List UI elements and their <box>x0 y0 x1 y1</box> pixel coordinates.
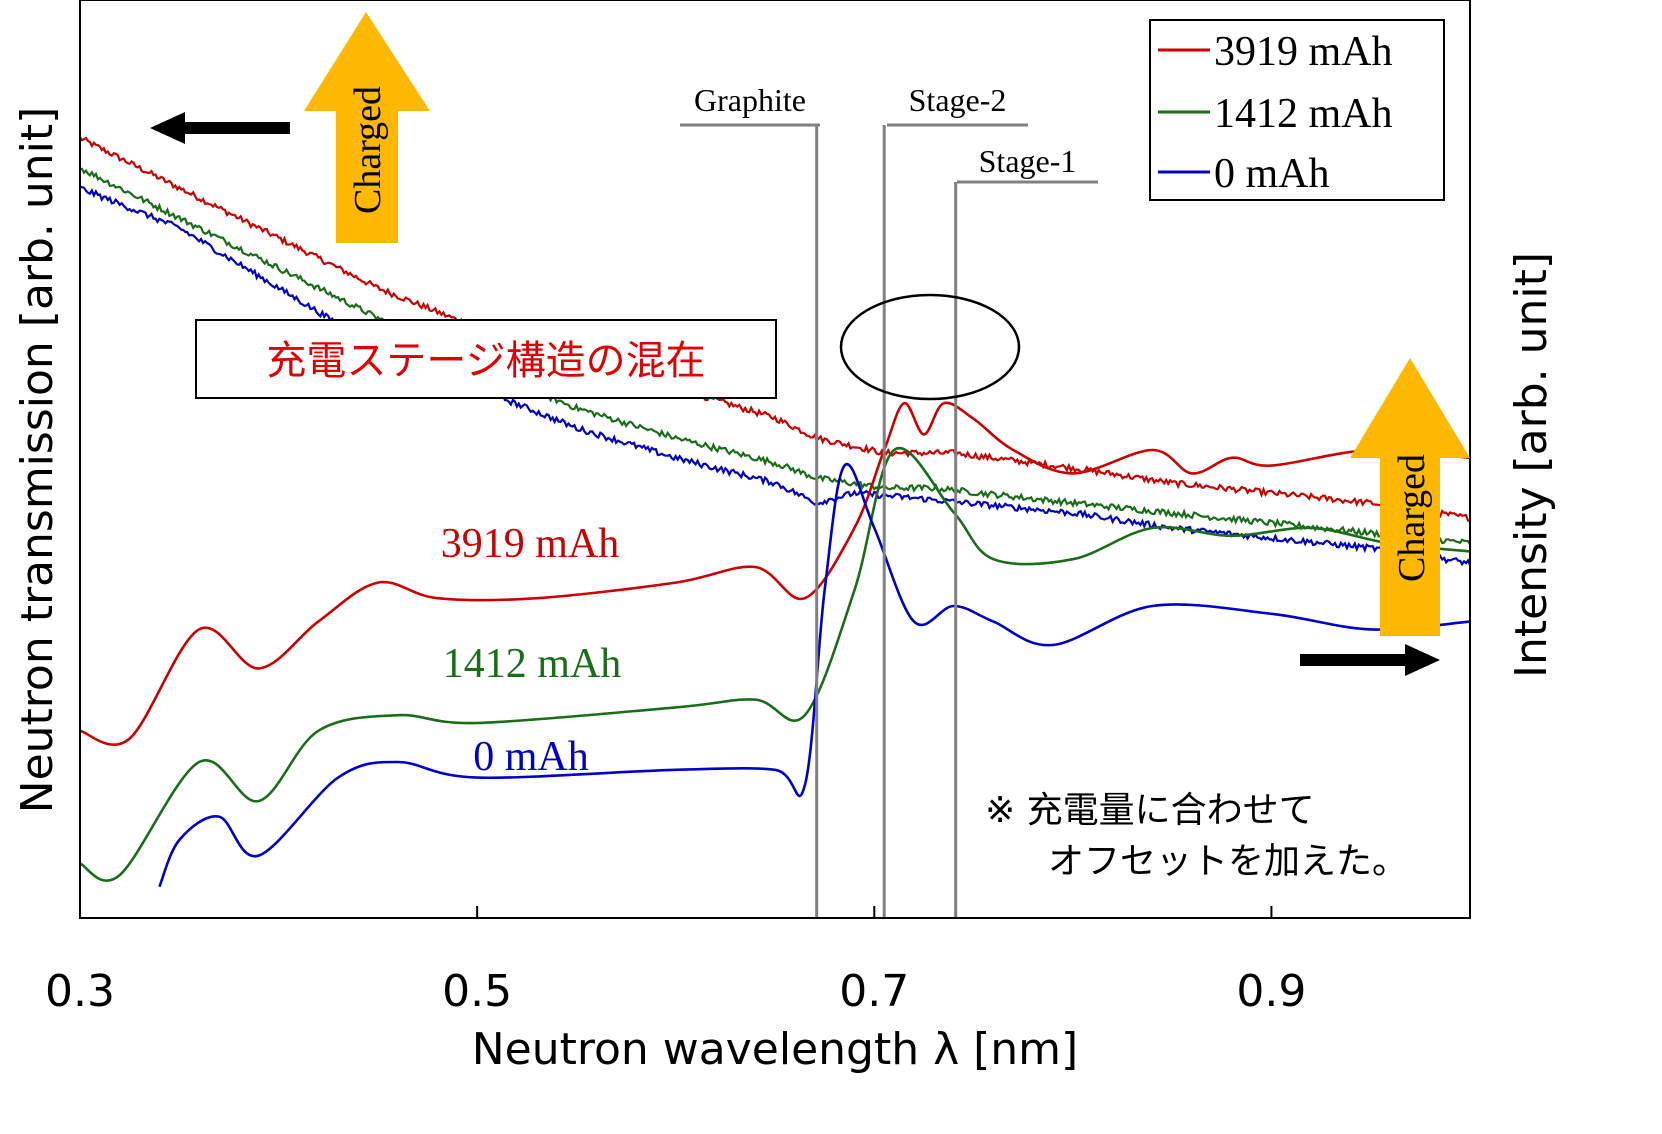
legend-entry-3919: 3919 mAh <box>1214 29 1393 75</box>
up-arrow-icon <box>1350 358 1470 636</box>
charged-arrow-left: Charged <box>304 12 430 243</box>
legend-entry-1412: 1412 mAh <box>1214 91 1393 137</box>
peak-ellipse <box>839 293 1021 401</box>
x-axis-label: Neutron wavelength λ [nm] <box>472 1024 1078 1075</box>
offset-note-line1: ※ 充電量に合わせて <box>985 790 1315 831</box>
plot-frame <box>79 0 1471 919</box>
series-label-3919: 3919 mAh <box>441 521 620 567</box>
left-axis-arrow-icon <box>150 112 290 144</box>
mixed-stage-box <box>195 319 777 399</box>
curves-group <box>80 136 1470 888</box>
intensity-line-3919-mAh <box>80 401 1470 746</box>
up-arrow-icon <box>304 12 430 243</box>
mixed-stage-text: 充電ステージ構造の混在 <box>266 338 705 384</box>
x-axis: 0.3 0.5 0.7 0.9 <box>45 906 1306 1017</box>
offset-note-line2: オフセットを加えた。 <box>1048 841 1408 882</box>
x-tick-label: 0.7 <box>839 966 909 1017</box>
y-axis-left-label: Neutron transmission [arb. unit] <box>12 107 63 814</box>
transmission-line-3919-mAh <box>80 136 1470 523</box>
x-tick-label: 0.9 <box>1236 966 1306 1017</box>
intensity-line-0-mAh <box>158 462 1470 888</box>
charged-label-right: Charged <box>1391 454 1433 582</box>
right-axis-arrow-icon <box>1300 644 1440 676</box>
x-tick-label: 0.5 <box>442 966 512 1017</box>
series-label-0: 0 mAh <box>473 734 589 780</box>
transmission-line-1412-mAh <box>80 167 1470 545</box>
reference-lines: Graphite Stage-2 Stage-1 <box>680 82 1098 918</box>
x-tick-label: 0.3 <box>45 966 115 1017</box>
legend-entry-0: 0 mAh <box>1214 151 1330 197</box>
ref-label-stage-2: Stage-2 <box>909 82 1007 118</box>
ref-label-graphite: Graphite <box>694 82 806 118</box>
charged-arrow-right: Charged <box>1350 358 1470 636</box>
ref-label-stage-1: Stage-1 <box>979 143 1077 179</box>
series-label-1412: 1412 mAh <box>443 641 622 687</box>
y-axis-right-label: Intensity [arb. unit] <box>1506 252 1557 678</box>
intensity-line-1412-mAh <box>80 446 1470 882</box>
charged-label-left: Charged <box>347 86 389 214</box>
legend: 3919 mAh 1412 mAh 0 mAh <box>1149 19 1445 201</box>
